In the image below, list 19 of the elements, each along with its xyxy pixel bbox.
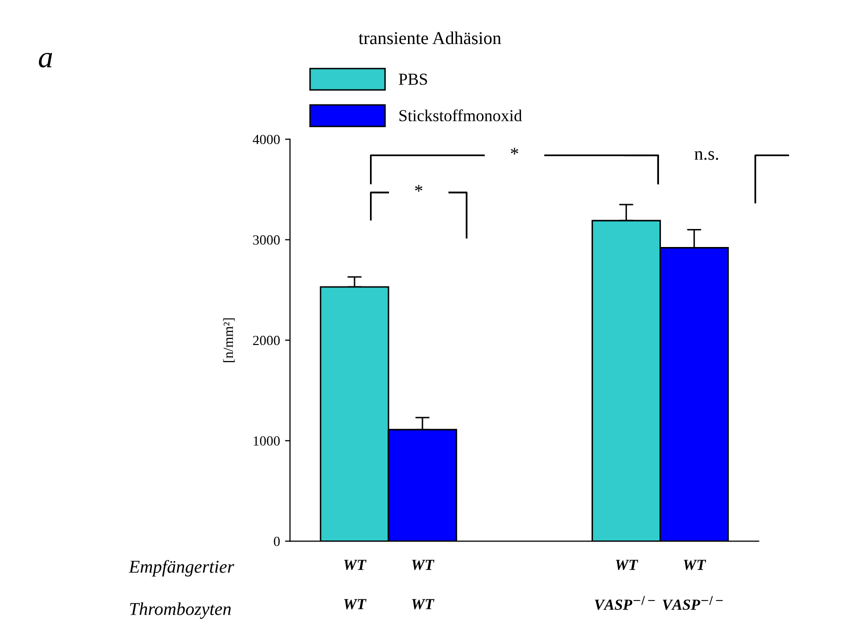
text: Empfängertier [128, 560, 234, 577]
annotation: n.s. [694, 151, 718, 160]
text: a [38, 52, 52, 68]
annotation: * [415, 185, 422, 192]
legend-label: Stickstoffmonoxid [400, 109, 522, 122]
category-label: WT WT [412, 560, 434, 610]
category-label: WT VASP$^{−/−}$ [594, 560, 655, 610]
annotation: * [510, 148, 518, 154]
chart-title: transiente Adhäsion [358, 32, 502, 44]
y-tick-label: 2000 [253, 336, 280, 346]
y-axis-title: [n/mm²] [223, 318, 235, 362]
y-tick-label: 3000 [253, 235, 280, 245]
legend-label: PBS [398, 74, 428, 85]
category-label: WT WT [344, 560, 366, 610]
category-label: WT VASP$^{−/−}$ [662, 560, 723, 610]
y-tick-label: 1000 [254, 436, 280, 446]
y-tick-label: 0 [274, 536, 280, 546]
text: Thrombozyten [130, 602, 231, 619]
y-tick-label: 4000 [252, 134, 280, 144]
